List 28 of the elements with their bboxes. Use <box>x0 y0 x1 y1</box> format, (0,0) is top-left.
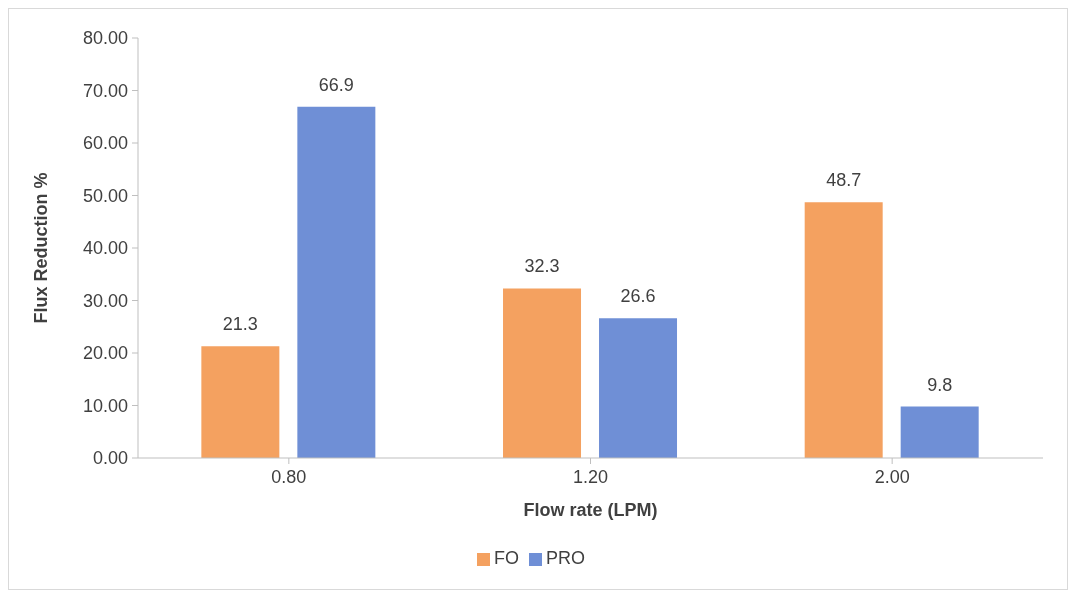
y-tick-label: 30.00 <box>82 290 128 311</box>
bar <box>599 318 678 458</box>
y-tick-label: 0.00 <box>92 448 128 469</box>
data-label: 21.3 <box>222 314 258 335</box>
legend-label: FO <box>493 548 519 568</box>
data-label: 26.6 <box>620 286 656 307</box>
x-tick-label: 1.20 <box>572 466 609 487</box>
y-tick-label: 40.00 <box>82 238 128 259</box>
bar <box>804 202 883 458</box>
y-tick-label: 70.00 <box>82 80 128 101</box>
data-label: 32.3 <box>524 256 560 277</box>
y-axis-title: Flux Reduction % <box>31 172 52 324</box>
legend-label: PRO <box>545 548 585 568</box>
x-tick-label: 0.80 <box>271 466 307 487</box>
y-tick-label: 10.00 <box>82 395 128 416</box>
x-axis-title: Flow rate (LPM) <box>523 500 658 520</box>
y-tick-label: 20.00 <box>82 343 128 364</box>
data-label: 48.7 <box>826 170 862 191</box>
y-tick-label: 60.00 <box>82 133 128 154</box>
bar <box>900 406 979 458</box>
x-tick-label: 2.00 <box>874 466 910 487</box>
data-label: 66.9 <box>318 74 354 95</box>
y-tick-label: 50.00 <box>82 185 128 206</box>
bar <box>503 288 582 458</box>
data-label: 9.8 <box>927 374 953 395</box>
bar <box>201 346 280 458</box>
bar <box>297 106 376 458</box>
y-tick-label: 80.00 <box>82 28 128 49</box>
